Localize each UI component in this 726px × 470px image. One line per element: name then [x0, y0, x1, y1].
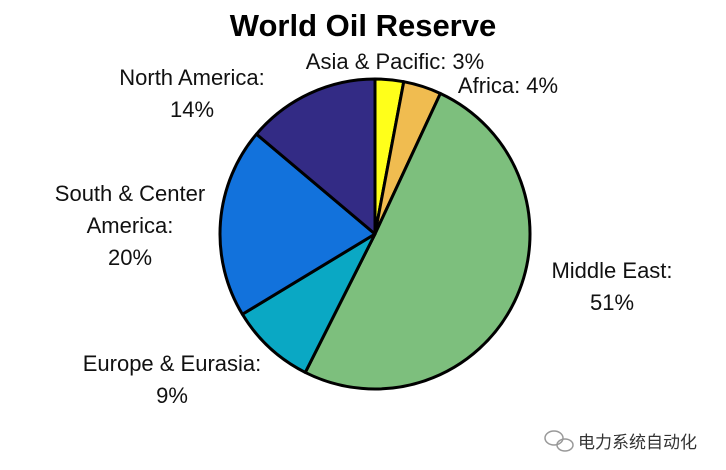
value-label: 3%: [452, 49, 485, 74]
category-label: North America:: [119, 65, 265, 90]
category-label: Middle East:: [551, 258, 673, 283]
slice-label: Middle East: 51%: [512, 255, 712, 319]
chart-title: World Oil Reserve: [229, 8, 497, 43]
pie-slice: [254, 77, 377, 236]
value-label: 9%: [156, 383, 188, 408]
category-label: Africa:: [457, 73, 521, 98]
wechat-icon: [544, 430, 574, 452]
value-label: 51%: [589, 290, 635, 315]
slice-label: South & Center America: 20%: [40, 178, 220, 274]
watermark: 电力系统自动化: [578, 433, 697, 453]
slice-label: Europe & Eurasia: 9%: [52, 348, 292, 412]
slice-label: Asia & Pacific: 3%: [265, 46, 525, 78]
category-label: Europe & Eurasia:: [82, 351, 262, 376]
slice-label: Africa: 4%: [428, 70, 588, 102]
pie-slice: [303, 91, 532, 391]
pie-slice: [218, 132, 377, 316]
category-label: Asia & Pacific:: [305, 49, 447, 74]
value-label: 20%: [107, 245, 153, 270]
slice-label: North America: 14%: [92, 62, 292, 126]
category-label: South & Center America:: [54, 181, 206, 238]
value-label: 4%: [526, 73, 559, 98]
value-label: 14%: [169, 97, 215, 122]
pie-slice: [240, 232, 377, 374]
